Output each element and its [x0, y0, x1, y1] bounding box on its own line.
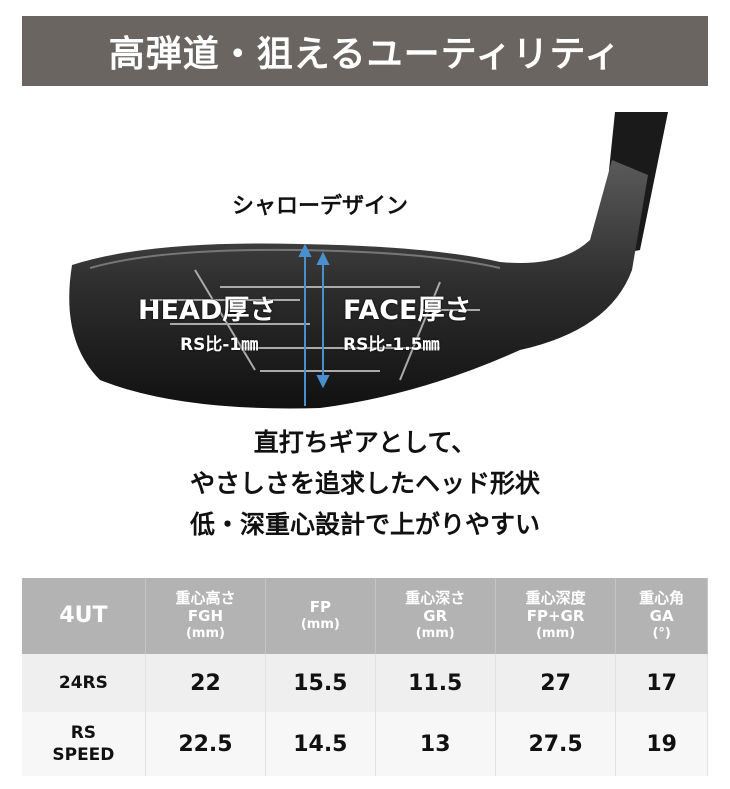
header-gr: 重心深さ GR (mm) — [375, 578, 496, 654]
value-cell: 22.5 — [145, 712, 267, 776]
value-cell: 15.5 — [265, 654, 376, 712]
header-fp: FP (mm) — [265, 578, 376, 654]
value-cell: 19 — [615, 712, 708, 776]
value-cell: 11.5 — [375, 654, 496, 712]
description-line: 直打ちギアとして、 — [253, 428, 477, 457]
description: 直打ちギアとして、 やさしさを追求したヘッド形状 低・深重心設計で上がりやすい — [0, 422, 730, 545]
header-ga: 重心角 GA (°) — [615, 578, 708, 654]
spec-table: 4UT 重心高さ FGH (mm) FP (mm) 重心深さ GR (mm) 重心深度 FP… — [22, 578, 708, 776]
thickness-arrows — [298, 243, 330, 406]
description-line: やさしさを追求したヘッド形状 — [189, 469, 540, 498]
value-cell: 27.5 — [495, 712, 617, 776]
face-thickness-label: FACE厚さ — [343, 295, 472, 326]
description-line: 低・深重心設計で上がりやすい — [189, 510, 540, 539]
table-row: RS SPEED 22.5 14.5 13 27.5 19 — [22, 712, 708, 776]
header-fpgr: 重心深度 FP+GR (mm) — [495, 578, 617, 654]
table-header-row: 4UT 重心高さ FGH (mm) FP (mm) 重心深さ GR (mm) 重心深度 FP… — [22, 578, 708, 654]
table-row: 24RS 22 15.5 11.5 27 17 — [22, 654, 708, 712]
value-cell: 22 — [145, 654, 267, 712]
model-cell: RS SPEED — [22, 712, 146, 776]
page-title: 高弾道・狙えるユーティリティ — [22, 16, 708, 86]
head-thickness-label: HEAD厚さ — [138, 295, 277, 326]
shallow-design-label: シャローデザイン — [231, 194, 408, 219]
model-cell: 24RS — [22, 654, 146, 712]
face-thickness-sub: RS比-1.5㎜ — [343, 335, 440, 355]
club-head-image — [69, 112, 668, 409]
value-cell: 14.5 — [265, 712, 376, 776]
value-cell: 27 — [495, 654, 617, 712]
value-cell: 13 — [375, 712, 496, 776]
value-cell: 17 — [615, 654, 708, 712]
head-thickness-sub: RS比-1㎜ — [180, 335, 259, 355]
model-header: 4UT — [22, 578, 146, 654]
header-fgh: 重心高さ FGH (mm) — [145, 578, 267, 654]
